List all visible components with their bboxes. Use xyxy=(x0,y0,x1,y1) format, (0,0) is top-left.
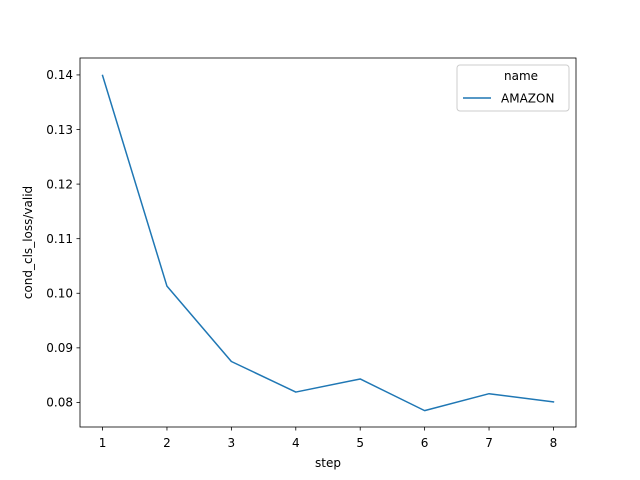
legend-label-amazon: AMAZON xyxy=(501,92,554,106)
legend-title: name xyxy=(504,69,538,83)
y-axis-label: cond_cls_loss/valid xyxy=(21,186,35,299)
y-tick-label: 0.08 xyxy=(46,396,73,410)
x-tick-label: 8 xyxy=(550,436,558,450)
x-tick-label: 1 xyxy=(99,436,107,450)
x-axis-ticks: 1 2 3 4 5 6 7 8 xyxy=(99,427,558,450)
legend-frame xyxy=(456,64,570,112)
y-tick-label: 0.09 xyxy=(46,341,73,355)
x-tick-label: 3 xyxy=(228,436,236,450)
y-tick-label: 0.10 xyxy=(46,287,73,301)
x-tick-label: 7 xyxy=(485,436,493,450)
x-tick-label: 2 xyxy=(163,436,171,450)
series-line-amazon xyxy=(101,74,555,412)
x-axis-label: step xyxy=(315,456,341,470)
y-tick-label: 0.12 xyxy=(46,177,73,191)
y-tick-label: 0.11 xyxy=(46,232,73,246)
series-layer xyxy=(101,74,555,412)
plot-frame xyxy=(79,57,577,428)
legend: name AMAZON xyxy=(456,64,570,112)
x-tick-label: 5 xyxy=(356,436,364,450)
y-tick-label: 0.13 xyxy=(46,123,73,137)
x-tick-label: 4 xyxy=(292,436,300,450)
y-tick-label: 0.14 xyxy=(46,68,73,82)
x-tick-label: 6 xyxy=(421,436,429,450)
y-axis-ticks: 0.08 0.09 0.10 0.11 0.12 0.13 0.14 xyxy=(46,68,80,410)
plot-area xyxy=(80,58,576,427)
